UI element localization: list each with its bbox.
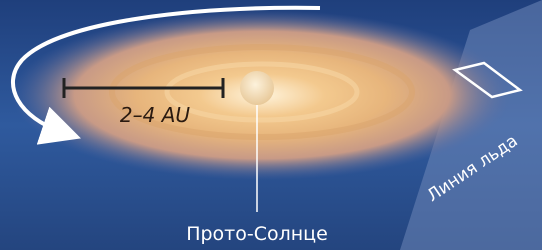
sun-label: Прото-Солнце	[186, 223, 328, 245]
scale-label: 2–4 AU	[120, 103, 190, 127]
disk-illustration: 2–4 AU Прото-Солнце Линия льда	[0, 0, 542, 250]
page: 2–4 AU Прото-Солнце Линия льда (() => { …	[0, 0, 542, 250]
proto-sun	[240, 71, 274, 105]
